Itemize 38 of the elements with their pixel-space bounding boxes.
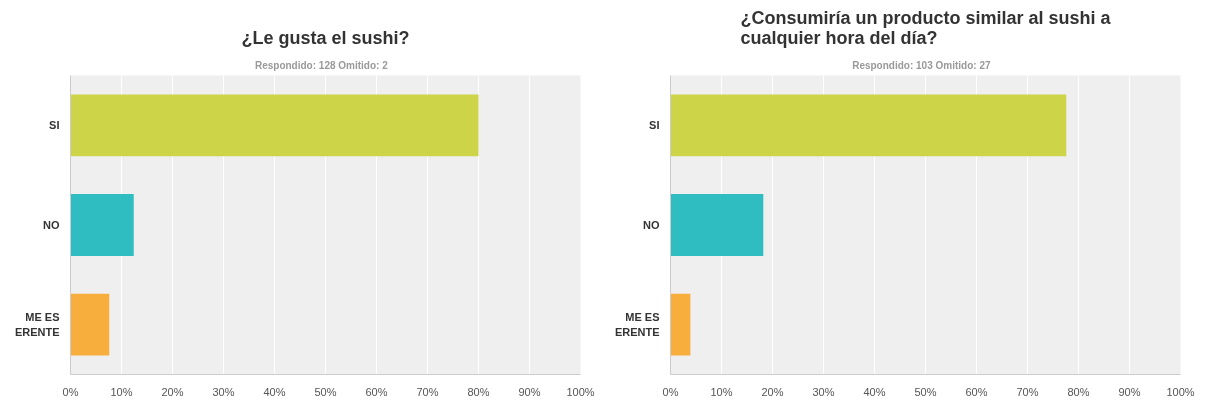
chart-subtitle: Respondido: 128 Omitido: 2 [254, 59, 389, 71]
y-tick-label: NO [643, 219, 660, 231]
x-tick-label: 90% [518, 385, 541, 398]
x-tick-label: 60% [965, 385, 988, 398]
chart-title: ¿Consumiría un producto similar al sushi a cualquier hora del día? [740, 7, 1112, 48]
bar [670, 194, 764, 256]
x-tick-label: 20% [761, 385, 784, 398]
x-tick-label: 50% [314, 385, 337, 398]
bar [670, 293, 691, 356]
y-tick-label: SI [649, 119, 660, 132]
x-tick-label: 0% [62, 385, 79, 398]
bar [70, 94, 479, 157]
bar [670, 94, 1067, 157]
x-tick-label: 20% [161, 385, 184, 398]
x-tick-label: 90% [1118, 385, 1141, 398]
x-tick-label: 100% [566, 385, 595, 398]
x-tick-label: 30% [212, 385, 235, 398]
x-tick-label: 10% [110, 385, 133, 398]
x-tick-label: 10% [710, 385, 733, 398]
x-tick-label: 80% [1067, 385, 1090, 398]
x-tick-label: 100% [1166, 385, 1195, 398]
bar [70, 194, 134, 256]
x-tick-label: 50% [914, 385, 937, 398]
x-tick-label: 40% [263, 385, 286, 398]
x-tick-label: 60% [365, 385, 388, 398]
x-tick-label: 0% [662, 385, 679, 398]
y-tick-label: ME ES ERENTE [14, 311, 60, 338]
x-tick-label: 70% [1016, 385, 1039, 398]
y-tick-label: ME ES ERENTE [614, 311, 660, 338]
y-tick-label: SI [49, 119, 60, 132]
x-tick-label: 40% [863, 385, 886, 398]
chart-subtitle: Respondido: 103 Omitido: 27 [852, 59, 991, 71]
chart-title: ¿Le gusta el sushi? [241, 27, 410, 48]
bar [70, 293, 110, 356]
x-tick-label: 80% [467, 385, 490, 398]
y-tick-label: NO [43, 219, 60, 231]
x-tick-label: 30% [812, 385, 835, 398]
x-tick-label: 70% [416, 385, 439, 398]
